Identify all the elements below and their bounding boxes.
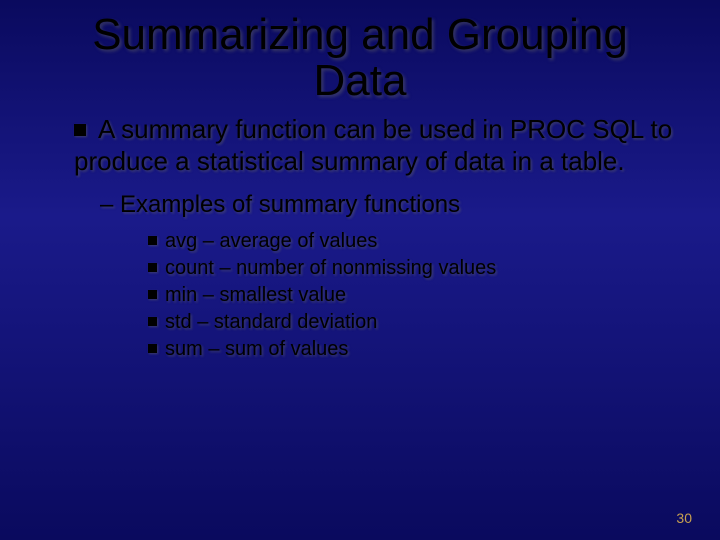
list-item-text: sum – sum of values bbox=[165, 338, 348, 360]
list-item-text: min – smallest value bbox=[165, 284, 346, 306]
page-number: 30 bbox=[676, 510, 692, 526]
list-item: sum – sum of values bbox=[148, 336, 680, 363]
title-line-2: Data bbox=[314, 56, 407, 105]
list-item-text: std – standard deviation bbox=[165, 311, 377, 333]
slide-title: Summarizing and Grouping Data bbox=[0, 0, 720, 104]
example-list: avg – average of values count – number o… bbox=[148, 228, 680, 363]
list-item: count – number of nonmissing values bbox=[148, 255, 680, 282]
square-bullet-icon bbox=[148, 290, 157, 299]
square-bullet-icon bbox=[148, 317, 157, 326]
slide-content: A summary function can be used in PROC S… bbox=[0, 104, 720, 363]
list-item: min – smallest value bbox=[148, 282, 680, 309]
square-bullet-icon bbox=[148, 236, 157, 245]
list-item: std – standard deviation bbox=[148, 309, 680, 336]
list-item: avg – average of values bbox=[148, 228, 680, 255]
sub-heading: – Examples of summary functions bbox=[100, 189, 680, 220]
main-bullet-text: A summary function can be used in PROC S… bbox=[74, 114, 672, 175]
list-item-text: avg – average of values bbox=[165, 230, 377, 252]
square-bullet-icon bbox=[148, 344, 157, 353]
main-bullet: A summary function can be used in PROC S… bbox=[70, 114, 680, 176]
square-bullet-icon bbox=[148, 263, 157, 272]
title-line-1: Summarizing and Grouping bbox=[92, 10, 628, 59]
square-bullet-icon bbox=[74, 124, 86, 136]
list-item-text: count – number of nonmissing values bbox=[165, 257, 496, 279]
